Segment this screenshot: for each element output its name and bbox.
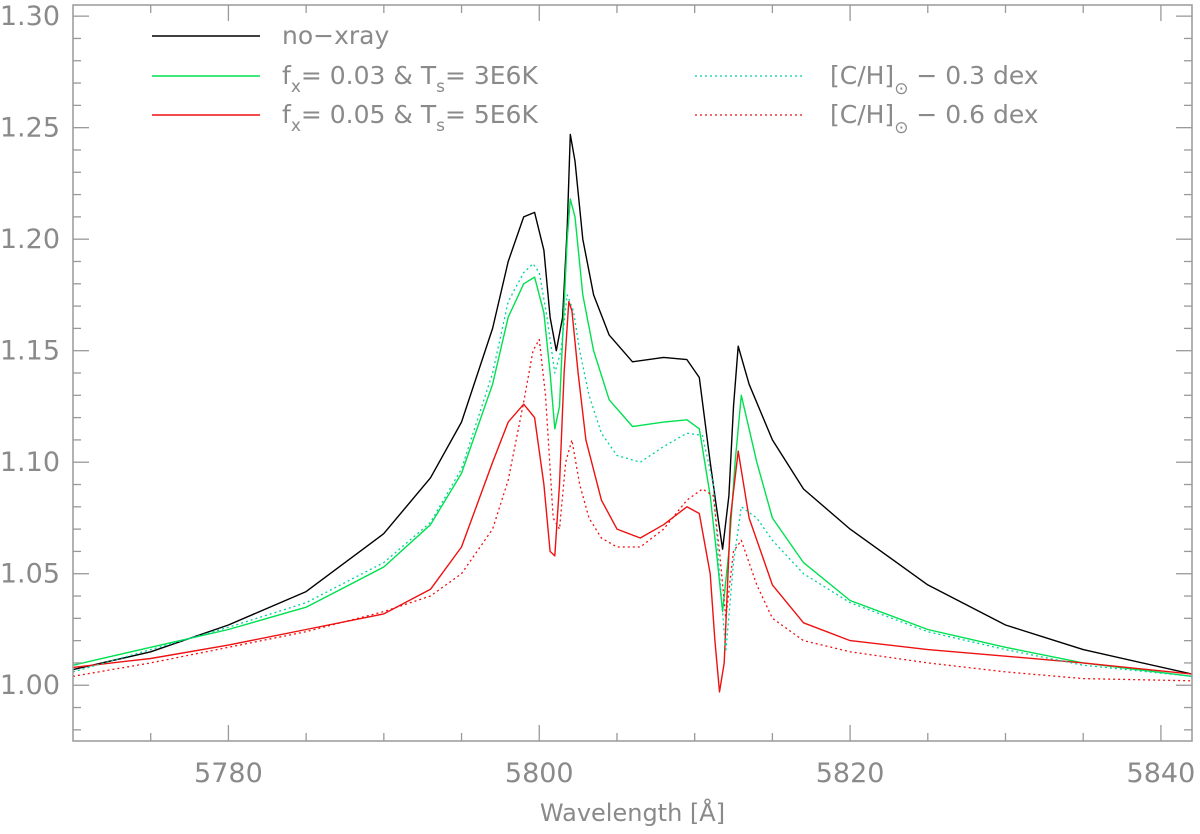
tick-layer: 5780 5800 5820 5840 1.00 1.05 1.10 1.15 1.20 1.25…: [0, 1, 1195, 789]
y-tick-label: 1.25: [0, 113, 60, 144]
x-tick-label: 5780: [194, 758, 263, 789]
series-line-0: [73, 133, 1192, 675]
legend-label-2: fx= 0.05 & Ts= 5E6K: [282, 100, 538, 136]
series-line-3: [73, 263, 1192, 677]
legend-label-3: [C/H]⊙ − 0.3 dex: [830, 61, 1039, 99]
x-axis-label: Wavelength [Å]: [540, 798, 725, 827]
series-layer: [73, 133, 1192, 693]
x-tick-label: 5820: [816, 758, 885, 789]
series-line-4: [73, 338, 1192, 682]
y-tick-label: 1.10: [0, 447, 60, 478]
legend-label-0: no−xray: [282, 21, 389, 50]
series-line-2: [73, 300, 1192, 693]
y-tick-label: 1.30: [0, 1, 60, 32]
y-tick-label: 1.05: [0, 559, 60, 590]
y-tick-label: 1.20: [0, 224, 60, 255]
x-tick-label: 5800: [505, 758, 574, 789]
y-tick-label: 1.15: [0, 336, 60, 367]
plot-frame: [72, 4, 1193, 742]
series-line-1: [73, 198, 1192, 677]
x-tick-label: 5840: [1127, 758, 1196, 789]
legend-label-1: fx= 0.03 & Ts= 3E6K: [282, 61, 538, 97]
legend-label-4: [C/H]⊙ − 0.6 dex: [830, 100, 1039, 138]
y-tick-label: 1.00: [0, 670, 60, 701]
